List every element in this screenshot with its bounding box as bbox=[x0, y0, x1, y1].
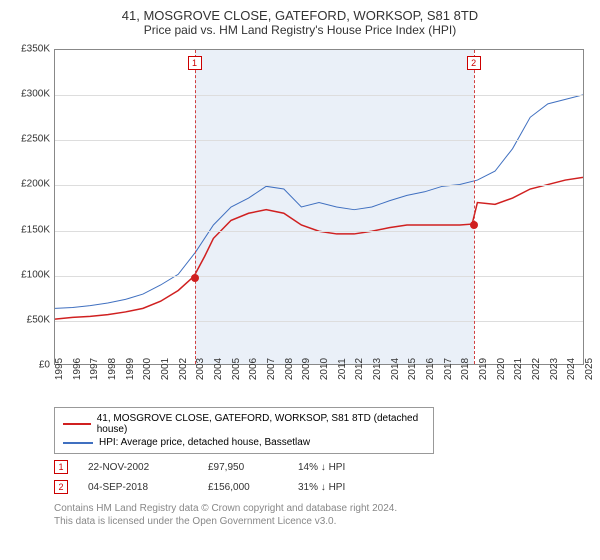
chart-subtitle: Price paid vs. HM Land Registry's House … bbox=[12, 23, 588, 37]
x-tick-label: 2000 bbox=[142, 358, 153, 380]
x-tick-label: 2016 bbox=[425, 358, 436, 380]
annotation-row: 2 04-SEP-2018 £156,000 31% ↓ HPI bbox=[54, 480, 588, 494]
annotation-marker: 1 bbox=[54, 460, 68, 474]
annotation-price: £97,950 bbox=[208, 462, 278, 473]
chart-title: 41, MOSGROVE CLOSE, GATEFORD, WORKSOP, S… bbox=[12, 8, 588, 23]
legend-label: HPI: Average price, detached house, Bass… bbox=[99, 437, 310, 448]
x-tick-label: 1996 bbox=[72, 358, 83, 380]
x-axis: 1995199619971998199920002001200220032004… bbox=[54, 365, 584, 405]
x-tick-label: 2004 bbox=[213, 358, 224, 380]
marker-line bbox=[195, 50, 196, 364]
x-tick-label: 2015 bbox=[407, 358, 418, 380]
x-tick-label: 2017 bbox=[443, 358, 454, 380]
sale-marker-dot bbox=[470, 221, 478, 229]
gridline bbox=[55, 321, 583, 322]
x-tick-label: 2024 bbox=[566, 358, 577, 380]
x-tick-label: 2025 bbox=[584, 358, 595, 380]
y-tick-label: £350K bbox=[21, 44, 50, 55]
x-tick-label: 2008 bbox=[284, 358, 295, 380]
y-tick-label: £50K bbox=[27, 314, 50, 325]
legend-row: HPI: Average price, detached house, Bass… bbox=[63, 436, 425, 449]
y-tick-label: £300K bbox=[21, 89, 50, 100]
legend-swatch bbox=[63, 423, 91, 425]
legend-label: 41, MOSGROVE CLOSE, GATEFORD, WORKSOP, S… bbox=[97, 413, 425, 435]
x-tick-label: 2012 bbox=[354, 358, 365, 380]
x-tick-label: 2005 bbox=[231, 358, 242, 380]
annotation-delta: 14% ↓ HPI bbox=[298, 462, 345, 473]
footer-line1: Contains HM Land Registry data © Crown c… bbox=[54, 502, 588, 515]
legend-row: 41, MOSGROVE CLOSE, GATEFORD, WORKSOP, S… bbox=[63, 412, 425, 436]
x-tick-label: 2007 bbox=[266, 358, 277, 380]
footer: Contains HM Land Registry data © Crown c… bbox=[54, 502, 588, 528]
gridline bbox=[55, 95, 583, 96]
y-tick-label: £250K bbox=[21, 134, 50, 145]
marker-box: 2 bbox=[467, 56, 481, 70]
y-tick-label: £200K bbox=[21, 179, 50, 190]
chart-svg bbox=[55, 50, 583, 364]
x-tick-label: 1995 bbox=[54, 358, 65, 380]
chart-area: £0£50K£100K£150K£200K£250K£300K£350K 12 … bbox=[12, 45, 588, 405]
y-tick-label: £100K bbox=[21, 269, 50, 280]
annotation-price: £156,000 bbox=[208, 482, 278, 493]
x-tick-label: 2013 bbox=[372, 358, 383, 380]
gridline bbox=[55, 231, 583, 232]
annotation-date: 04-SEP-2018 bbox=[88, 482, 188, 493]
marker-line bbox=[474, 50, 475, 364]
x-tick-label: 1997 bbox=[89, 358, 100, 380]
x-tick-label: 2014 bbox=[390, 358, 401, 380]
annotation-date: 22-NOV-2002 bbox=[88, 462, 188, 473]
x-tick-label: 2010 bbox=[319, 358, 330, 380]
x-tick-label: 2002 bbox=[178, 358, 189, 380]
x-tick-label: 2009 bbox=[301, 358, 312, 380]
x-tick-label: 2023 bbox=[549, 358, 560, 380]
x-tick-label: 2001 bbox=[160, 358, 171, 380]
footer-line2: This data is licensed under the Open Gov… bbox=[54, 515, 588, 528]
x-tick-label: 2019 bbox=[478, 358, 489, 380]
x-tick-label: 2020 bbox=[496, 358, 507, 380]
x-tick-label: 1999 bbox=[125, 358, 136, 380]
x-tick-label: 2006 bbox=[248, 358, 259, 380]
legend-swatch bbox=[63, 442, 93, 444]
x-tick-label: 2011 bbox=[337, 358, 348, 380]
annotation-row: 1 22-NOV-2002 £97,950 14% ↓ HPI bbox=[54, 460, 588, 474]
sale-marker-dot bbox=[191, 274, 199, 282]
gridline bbox=[55, 140, 583, 141]
y-tick-label: £150K bbox=[21, 224, 50, 235]
y-axis: £0£50K£100K£150K£200K£250K£300K£350K bbox=[12, 49, 52, 365]
x-tick-label: 1998 bbox=[107, 358, 118, 380]
x-tick-label: 2018 bbox=[460, 358, 471, 380]
gridline bbox=[55, 276, 583, 277]
marker-box: 1 bbox=[188, 56, 202, 70]
series-line-price_paid bbox=[55, 177, 583, 319]
annotation-delta: 31% ↓ HPI bbox=[298, 482, 345, 493]
plot-area: 12 bbox=[54, 49, 584, 365]
chart-container: 41, MOSGROVE CLOSE, GATEFORD, WORKSOP, S… bbox=[0, 0, 600, 536]
y-tick-label: £0 bbox=[39, 360, 50, 371]
annotation-marker: 2 bbox=[54, 480, 68, 494]
gridline bbox=[55, 185, 583, 186]
x-tick-label: 2021 bbox=[513, 358, 524, 380]
x-tick-label: 2022 bbox=[531, 358, 542, 380]
x-tick-label: 2003 bbox=[195, 358, 206, 380]
legend: 41, MOSGROVE CLOSE, GATEFORD, WORKSOP, S… bbox=[54, 407, 434, 454]
